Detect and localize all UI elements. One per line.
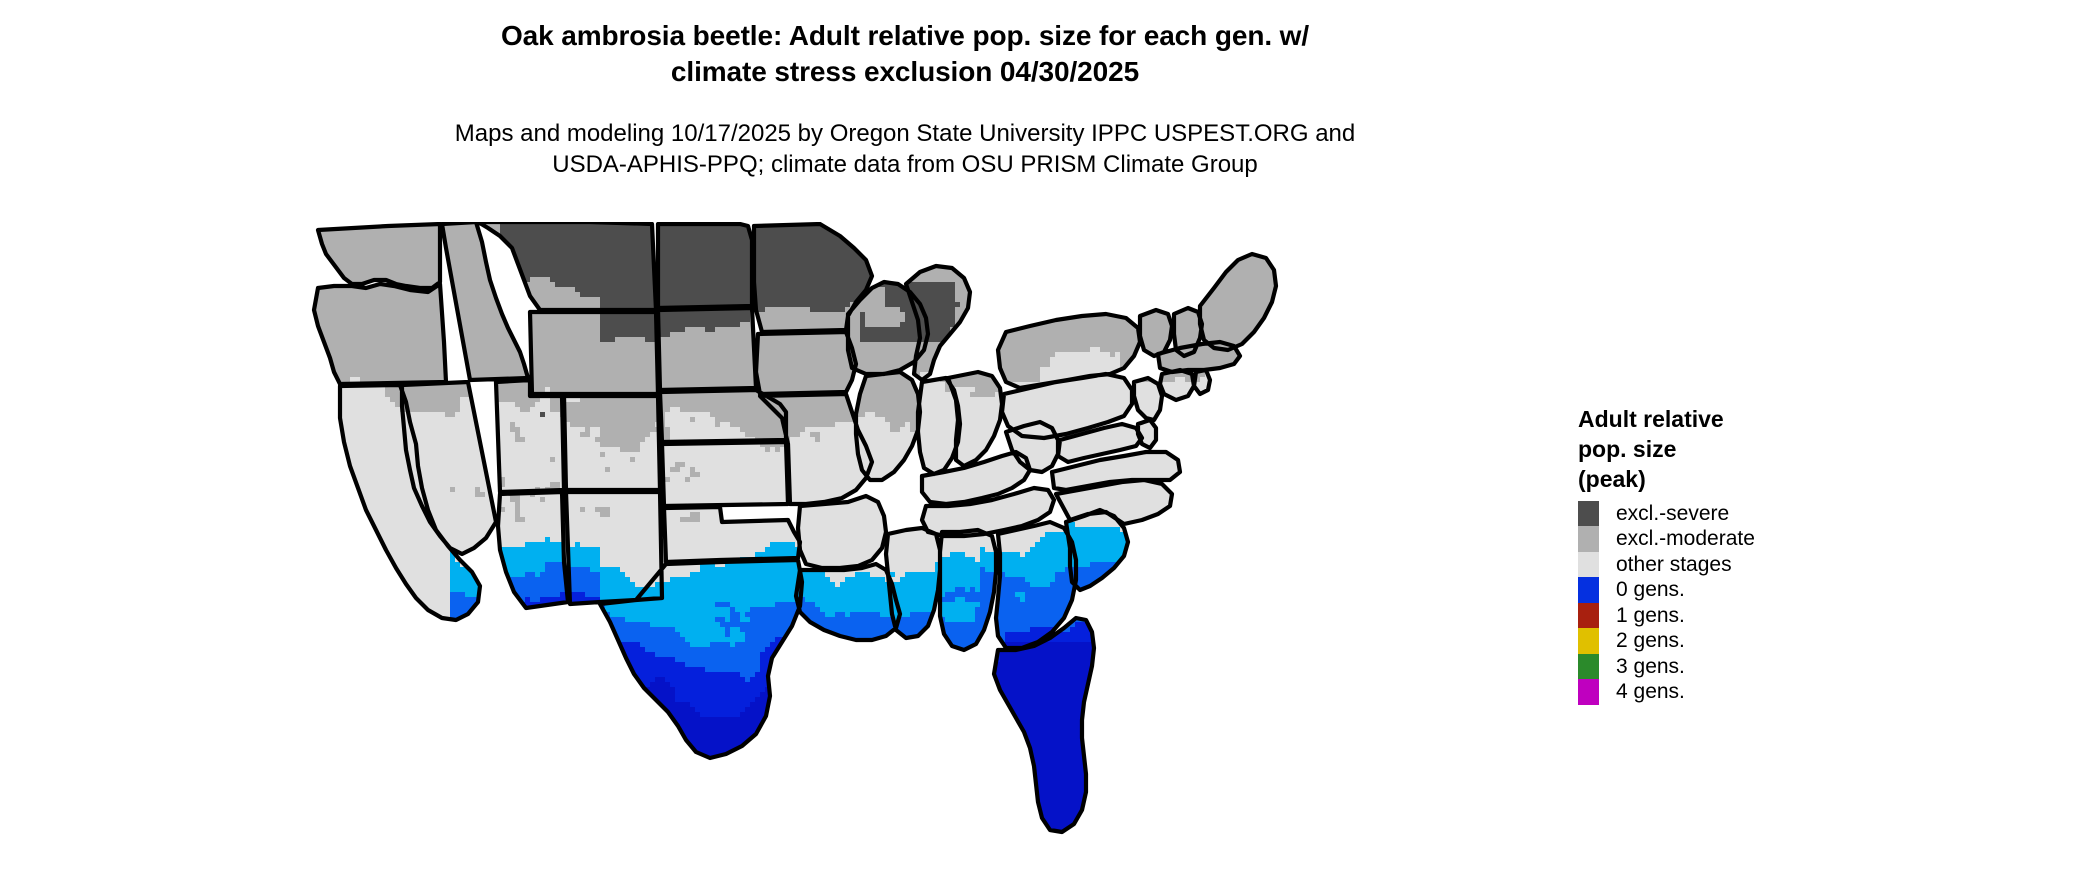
legend-swatch bbox=[1578, 602, 1599, 629]
map-legend: Adult relative pop. size (peak) excl.-se… bbox=[1578, 405, 1908, 705]
legend-item: 4 gens. bbox=[1578, 679, 1908, 705]
legend-item-label: 3 gens. bbox=[1616, 654, 1685, 678]
legend-swatch bbox=[1578, 526, 1599, 552]
figure-subtitle-line-2: USDA-APHIS-PPQ; climate data from OSU PR… bbox=[552, 151, 1258, 179]
legend-item-label: other stages bbox=[1616, 552, 1732, 576]
legend-item: excl.-moderate bbox=[1578, 526, 1908, 552]
legend-item-label: excl.-moderate bbox=[1616, 527, 1755, 551]
legend-item: 0 gens. bbox=[1578, 577, 1908, 603]
legend-item: excl.-severe bbox=[1578, 500, 1908, 527]
legend-item: 2 gens. bbox=[1578, 628, 1908, 654]
overlay-0-gens bbox=[450, 512, 1276, 832]
legend-item-label: 2 gens. bbox=[1616, 629, 1685, 653]
legend-swatch bbox=[1578, 679, 1599, 705]
legend-swatch bbox=[1578, 551, 1599, 578]
us-choropleth-map bbox=[300, 222, 1575, 882]
legend-title: Adult relative pop. size (peak) bbox=[1578, 406, 1724, 492]
legend-item-label: excl.-severe bbox=[1616, 501, 1730, 525]
national-outline bbox=[311, 222, 1279, 835]
figure-title-line-1: Oak ambrosia beetle: Adult relative pop.… bbox=[500, 20, 1310, 51]
legend-item: 3 gens. bbox=[1578, 653, 1908, 680]
legend-swatch bbox=[1578, 500, 1599, 527]
legend-item: other stages bbox=[1578, 551, 1908, 578]
us-map-svg bbox=[311, 222, 1279, 835]
overlay-excl-severe bbox=[485, 222, 960, 417]
legend-item-label: 4 gens. bbox=[1616, 680, 1685, 704]
figure-title: Oak ambrosia beetle: Adult relative pop.… bbox=[330, 18, 1480, 91]
legend-item-list: excl.-severe excl.-moderate other stages 0 … bbox=[1578, 500, 1908, 705]
figure-title-line-2: climate stress exclusion 04/30/2025 bbox=[670, 56, 1140, 88]
legend-swatch bbox=[1578, 577, 1599, 603]
legend-item-label: 1 gens. bbox=[1616, 603, 1685, 627]
figure-subtitle: Maps and modeling 10/17/2025 by Oregon S… bbox=[330, 118, 1480, 180]
figure-subtitle-line-1: Maps and modeling 10/17/2025 by Oregon S… bbox=[454, 120, 1356, 147]
legend-item-label: 0 gens. bbox=[1616, 578, 1685, 602]
legend-swatch bbox=[1578, 653, 1599, 680]
legend-item: 1 gens. bbox=[1578, 602, 1908, 629]
legend-swatch bbox=[1578, 628, 1599, 654]
